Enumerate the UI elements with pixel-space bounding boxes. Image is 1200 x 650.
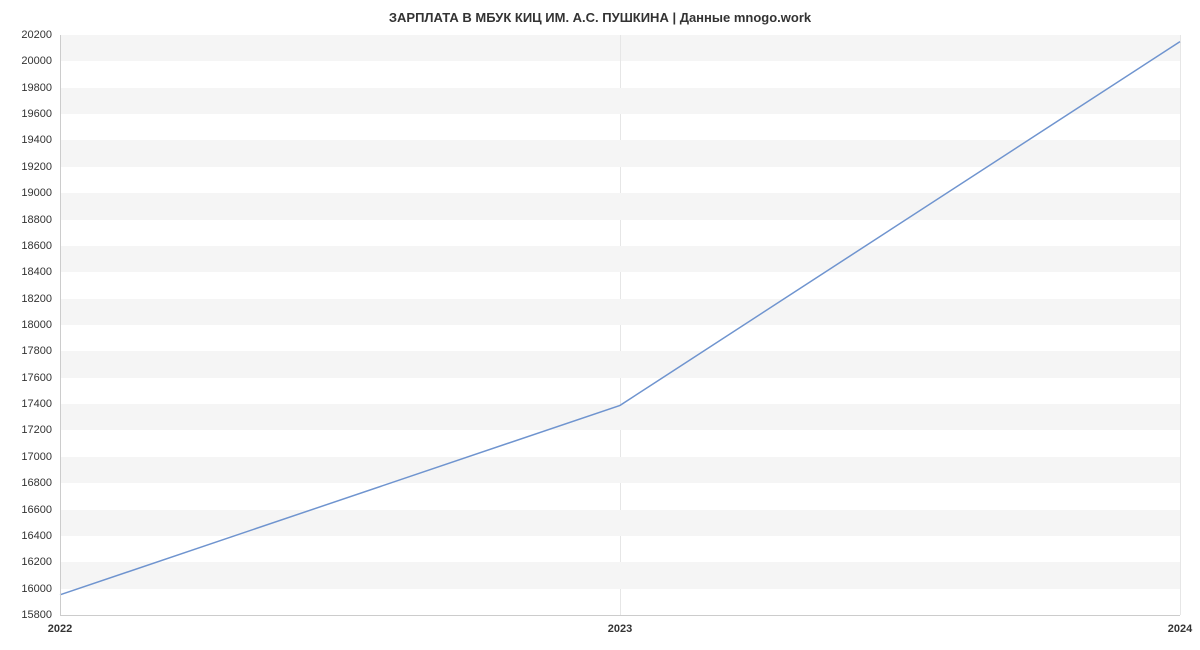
y-tick-label: 19400 [21, 134, 52, 146]
plot-area: 1580016000162001640016600168001700017200… [60, 35, 1180, 615]
y-tick-label: 19000 [21, 187, 52, 199]
y-tick-label: 19200 [21, 161, 52, 173]
y-tick-label: 18800 [21, 214, 52, 226]
y-tick-label: 17400 [21, 398, 52, 410]
y-tick-label: 20200 [21, 29, 52, 41]
y-tick-label: 19600 [21, 108, 52, 120]
y-tick-label: 18000 [21, 319, 52, 331]
x-axis-line [60, 615, 1180, 616]
y-tick-label: 16200 [21, 556, 52, 568]
y-tick-label: 16400 [21, 530, 52, 542]
x-tick-label: 2022 [48, 623, 72, 635]
v-grid-line [1180, 35, 1181, 615]
y-tick-label: 17000 [21, 451, 52, 463]
y-tick-label: 18600 [21, 240, 52, 252]
y-tick-label: 16600 [21, 504, 52, 516]
chart-title: ЗАРПЛАТА В МБУК КИЦ ИМ. А.С. ПУШКИНА | Д… [0, 0, 1200, 25]
chart-area: 1580016000162001640016600168001700017200… [60, 35, 1180, 615]
x-tick-label: 2023 [608, 623, 632, 635]
y-tick-label: 20000 [21, 55, 52, 67]
salary-line [60, 42, 1180, 595]
y-tick-label: 18200 [21, 293, 52, 305]
y-axis-line [60, 35, 61, 615]
y-tick-label: 17800 [21, 345, 52, 357]
y-tick-label: 16000 [21, 583, 52, 595]
y-tick-label: 19800 [21, 82, 52, 94]
y-tick-label: 15800 [21, 609, 52, 621]
y-tick-label: 17600 [21, 372, 52, 384]
line-series [60, 35, 1180, 615]
x-tick-label: 2024 [1168, 623, 1192, 635]
y-tick-label: 17200 [21, 424, 52, 436]
y-tick-label: 16800 [21, 477, 52, 489]
y-tick-label: 18400 [21, 266, 52, 278]
